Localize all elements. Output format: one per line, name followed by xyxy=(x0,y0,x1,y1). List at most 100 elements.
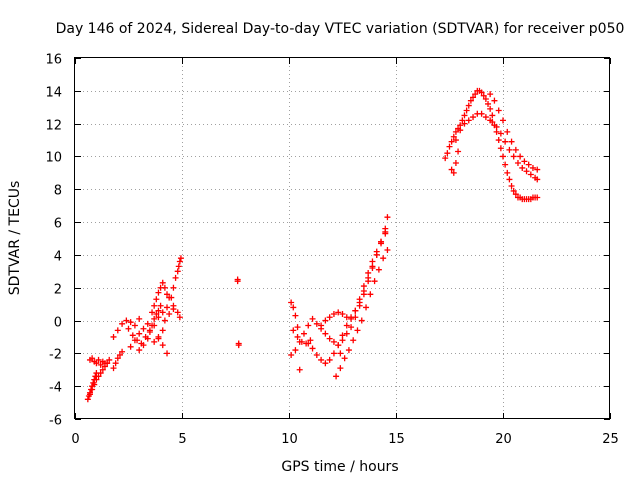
y-tick-label: 0 xyxy=(54,316,62,331)
y-tick-label: 6 xyxy=(54,217,62,232)
data-point xyxy=(478,89,485,96)
data-point xyxy=(159,279,166,286)
x-tick-label: 25 xyxy=(602,432,619,447)
data-point xyxy=(326,314,333,321)
data-point xyxy=(296,366,303,373)
data-point xyxy=(348,315,355,322)
data-point xyxy=(506,176,513,183)
data-point xyxy=(497,145,504,152)
data-point xyxy=(89,386,96,393)
data-point xyxy=(177,255,184,262)
data-point xyxy=(489,118,496,125)
data-points xyxy=(84,87,541,403)
data-point xyxy=(502,138,509,145)
y-tick-label: 2 xyxy=(54,283,62,298)
data-point xyxy=(463,107,470,114)
data-point xyxy=(378,238,385,245)
data-point xyxy=(450,133,457,140)
data-point xyxy=(485,100,492,107)
data-point xyxy=(166,310,173,317)
data-point xyxy=(172,274,179,281)
data-point xyxy=(101,363,108,370)
data-point xyxy=(97,370,104,377)
data-point xyxy=(106,356,113,363)
data-point xyxy=(93,376,100,383)
data-point xyxy=(534,166,541,173)
data-point xyxy=(91,381,98,388)
data-point xyxy=(288,299,295,306)
x-tick-label: 10 xyxy=(281,432,298,447)
data-point xyxy=(155,307,162,314)
grid xyxy=(75,58,610,419)
data-point xyxy=(110,333,117,340)
data-point xyxy=(151,302,158,309)
data-point xyxy=(491,97,498,104)
data-point xyxy=(489,112,496,119)
data-point xyxy=(523,168,530,175)
chart-title: Day 146 of 2024, Sidereal Day-to-day VTE… xyxy=(56,21,625,37)
data-point xyxy=(300,330,307,337)
data-point xyxy=(131,322,138,329)
data-point xyxy=(457,127,464,134)
y-tick-label: 8 xyxy=(54,184,62,199)
data-point xyxy=(151,338,158,345)
data-point xyxy=(459,117,466,124)
data-point xyxy=(487,91,494,98)
data-point xyxy=(155,333,162,340)
data-point xyxy=(510,187,517,194)
data-point xyxy=(382,230,389,237)
data-point xyxy=(144,335,151,342)
data-point xyxy=(495,107,502,114)
series-segment-4 xyxy=(442,87,541,203)
data-point xyxy=(455,148,462,155)
data-point xyxy=(452,128,459,135)
data-point xyxy=(343,330,350,337)
data-point xyxy=(155,314,162,321)
plot-frame xyxy=(74,57,610,419)
data-point xyxy=(164,304,171,311)
data-point xyxy=(97,361,104,368)
data-point xyxy=(305,340,312,347)
y-tick-label: 14 xyxy=(45,86,62,101)
data-point xyxy=(110,365,117,372)
y-tick-labels: -6 -4 -2 0 2 4 6 8 10 12 14 16 xyxy=(45,53,62,429)
y-tick-label: -6 xyxy=(49,414,62,429)
data-point xyxy=(157,302,164,309)
data-point xyxy=(86,391,93,398)
data-point xyxy=(292,347,299,354)
data-point xyxy=(504,169,511,176)
data-point xyxy=(467,97,474,104)
data-point xyxy=(123,317,130,324)
data-point xyxy=(461,112,468,119)
data-point xyxy=(465,117,472,124)
data-point xyxy=(326,335,333,342)
data-point xyxy=(508,138,515,145)
data-point xyxy=(307,337,314,344)
data-point xyxy=(341,355,348,362)
data-point xyxy=(155,289,162,296)
data-point xyxy=(95,356,102,363)
data-point xyxy=(487,105,494,112)
data-point xyxy=(140,342,147,349)
data-point xyxy=(288,352,295,359)
data-point xyxy=(149,309,156,316)
data-point xyxy=(356,296,363,303)
data-point xyxy=(176,258,183,265)
data-point xyxy=(354,327,361,334)
data-point xyxy=(448,166,455,173)
data-point xyxy=(309,345,316,352)
data-point xyxy=(508,182,515,189)
data-point xyxy=(450,169,457,176)
data-point xyxy=(350,337,357,344)
x-tick-label: 0 xyxy=(71,432,79,447)
data-point xyxy=(495,137,502,144)
data-point xyxy=(500,117,506,124)
data-point xyxy=(335,342,342,349)
data-point xyxy=(343,314,350,321)
data-point xyxy=(452,137,459,144)
data-point xyxy=(470,94,477,101)
data-point xyxy=(339,310,346,317)
series-segment-1 xyxy=(84,255,184,403)
data-point xyxy=(318,322,325,329)
y-tick-label: 4 xyxy=(54,250,62,265)
